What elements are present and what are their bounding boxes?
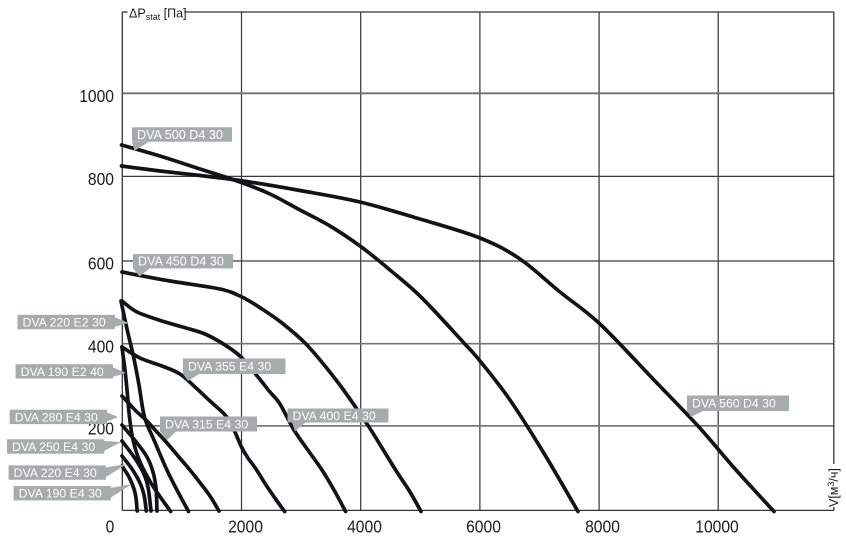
svg-text:10000: 10000: [695, 517, 739, 537]
svg-text:DVA 190 E2 40: DVA 190 E2 40: [21, 365, 104, 379]
svg-text:6000: 6000: [466, 517, 501, 537]
svg-text:DVA 220 E2 30: DVA 220 E2 30: [23, 315, 106, 329]
svg-text:1000: 1000: [79, 86, 114, 106]
svg-text:8000: 8000: [585, 517, 620, 537]
svg-text:DVA 500 D4 30: DVA 500 D4 30: [137, 128, 223, 142]
svg-text:ΔPstat [Па]: ΔPstat [Па]: [129, 7, 187, 23]
svg-text:600: 600: [88, 254, 114, 274]
svg-text:DVA 280 E4 30: DVA 280 E4 30: [15, 410, 98, 424]
svg-text:DVA 355 E4 30: DVA 355 E4 30: [188, 360, 271, 374]
svg-text:2000: 2000: [228, 517, 263, 537]
svg-text:0: 0: [106, 517, 115, 537]
svg-text:DVA 315 E4 30: DVA 315 E4 30: [165, 417, 248, 431]
svg-text:DVA 250 E4 30: DVA 250 E4 30: [12, 440, 95, 454]
svg-text:DVA 190 E4 30: DVA 190 E4 30: [19, 487, 102, 501]
svg-text:DVA 400 E4 30: DVA 400 E4 30: [293, 409, 376, 423]
svg-text:DVA 220 E4 30: DVA 220 E4 30: [14, 466, 97, 480]
svg-text:800: 800: [88, 169, 114, 189]
svg-text:V[м3/ч]: V[м3/ч]: [826, 468, 841, 507]
svg-text:DVA 560 D4 30: DVA 560 D4 30: [692, 397, 776, 411]
svg-text:400: 400: [88, 336, 114, 356]
svg-text:DVA 450 D4 30: DVA 450 D4 30: [138, 255, 224, 269]
svg-text:4000: 4000: [347, 517, 382, 537]
